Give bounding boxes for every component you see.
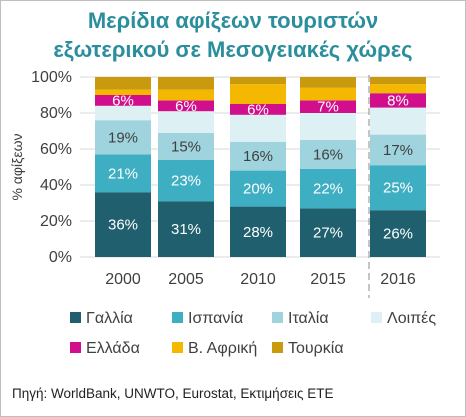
bar-segment xyxy=(158,111,214,133)
bar-segment xyxy=(95,120,151,155)
legend-swatch xyxy=(70,312,81,323)
bar-segment xyxy=(95,77,151,90)
bar-segment xyxy=(370,165,426,211)
source-note: Πηγή: WorldBank, UNWTO, Eurostat, Εκτιμή… xyxy=(12,386,334,401)
bar-segment xyxy=(95,192,151,257)
y-tick-label: 0% xyxy=(49,249,72,266)
x-tick-label: 2005 xyxy=(168,271,204,288)
bar-segment xyxy=(370,77,426,85)
bar-data-label: 15% xyxy=(171,138,201,155)
bar-segment xyxy=(95,105,151,121)
bar-data-label: 27% xyxy=(313,225,343,242)
bar-segment xyxy=(95,95,151,106)
legend-swatch xyxy=(172,342,183,353)
bar-segment xyxy=(370,134,426,166)
legend-swatch xyxy=(272,342,283,353)
chart-title-line-2: εξωτερικού σε Μεσογειακές χώρες xyxy=(53,37,412,62)
bar-segment xyxy=(300,140,356,169)
legend-label: Β. Αφρική xyxy=(188,340,257,357)
bar-segment xyxy=(300,87,356,101)
legend-label: Γαλλία xyxy=(86,310,133,327)
y-tick-label: 20% xyxy=(40,213,72,230)
x-tick-label: 2015 xyxy=(310,271,346,288)
legend-swatch xyxy=(172,312,183,323)
legend-swatch xyxy=(371,312,382,323)
legend-label: Λοιπές xyxy=(387,310,436,327)
bar-segment xyxy=(95,89,151,95)
bar-data-label: 17% xyxy=(383,142,413,159)
bar-data-label: 16% xyxy=(313,146,343,163)
bar-data-label: 6% xyxy=(247,101,269,118)
bar-data-label: 25% xyxy=(383,180,413,197)
y-tick-label: 40% xyxy=(40,177,72,194)
bar-segment xyxy=(230,114,286,142)
bar-data-label: 20% xyxy=(243,181,273,198)
bar-data-label: 19% xyxy=(108,129,138,146)
bar-data-label: 6% xyxy=(112,92,134,109)
bar-segment xyxy=(370,84,426,94)
y-tick-label: 80% xyxy=(40,105,72,122)
bar-data-label: 23% xyxy=(171,173,201,190)
bar-data-label: 6% xyxy=(175,98,197,115)
bar-segment xyxy=(230,77,286,85)
y-tick-label: 100% xyxy=(31,69,72,86)
bar-segment xyxy=(230,104,286,115)
legend-label: Ελλάδα xyxy=(86,340,140,357)
y-axis-label: % αφίξεων xyxy=(9,133,25,200)
bar-segment xyxy=(158,159,214,202)
bar-data-label: 26% xyxy=(383,226,413,243)
bar-data-label: 8% xyxy=(387,92,409,109)
x-tick-label: 2016 xyxy=(380,271,416,288)
bar-segment xyxy=(370,107,426,135)
bar-segment xyxy=(370,210,426,257)
bar-segment xyxy=(300,77,356,88)
bar-segment xyxy=(158,89,214,101)
legend-swatch xyxy=(70,342,81,353)
bar-data-label: 21% xyxy=(108,165,138,182)
bar-segment xyxy=(230,170,286,207)
bar-data-label: 7% xyxy=(317,99,339,116)
bar-segment xyxy=(370,93,426,108)
legend-label: Ισπανία xyxy=(188,310,243,327)
bar-segment xyxy=(230,141,286,171)
bar-data-label: 28% xyxy=(243,224,273,241)
bar-segment xyxy=(300,113,356,140)
bar-segment xyxy=(158,100,214,112)
legend-label: Ιταλία xyxy=(288,310,329,327)
legend-swatch xyxy=(272,312,283,323)
bar-data-label: 36% xyxy=(108,217,138,234)
bar-segment xyxy=(300,168,356,209)
y-tick-label: 60% xyxy=(40,141,72,158)
bar-segment xyxy=(300,208,356,257)
bar-data-label: 22% xyxy=(313,181,343,198)
chart-title-line-1: Μερίδια αφίξεων τουριστών xyxy=(88,8,378,33)
bar-segment xyxy=(158,77,214,90)
bar-segment xyxy=(95,154,151,193)
bar-segment xyxy=(230,84,286,104)
bar-segment xyxy=(158,132,214,160)
legend-label: Τουρκία xyxy=(288,340,344,357)
x-tick-label: 2010 xyxy=(240,271,276,288)
bar-segment xyxy=(230,206,286,257)
bar-segment xyxy=(158,201,214,257)
bar-data-label: 31% xyxy=(171,221,201,238)
x-tick-label: 2000 xyxy=(105,271,141,288)
bar-segment xyxy=(300,100,356,113)
bar-data-label: 16% xyxy=(243,148,273,165)
